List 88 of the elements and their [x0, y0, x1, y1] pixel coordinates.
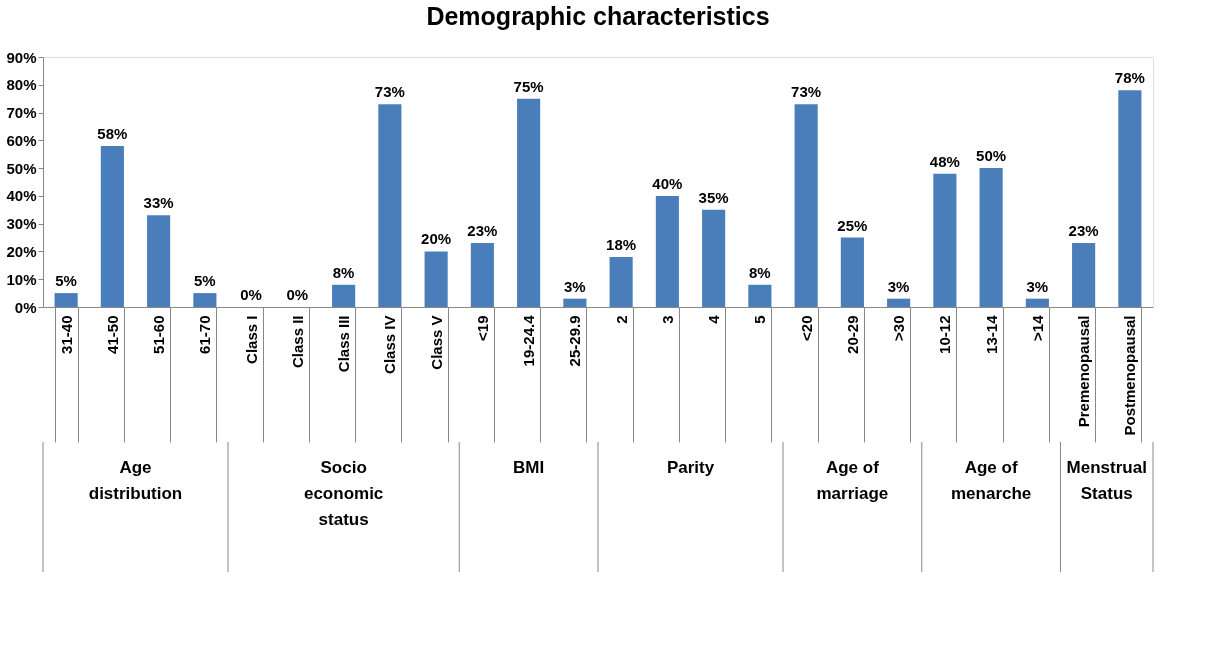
- x-tick-label: Premenopausal: [1075, 315, 1093, 428]
- y-tick-label: 60%: [6, 131, 37, 149]
- data-label: 73%: [374, 83, 405, 101]
- data-label: 5%: [55, 272, 77, 290]
- x-tick-label: 10-12: [936, 315, 954, 354]
- x-tick-label: 13-14: [982, 314, 1000, 354]
- bar: [563, 298, 587, 307]
- bar: [378, 104, 402, 307]
- x-tick-label: Class IV: [381, 315, 399, 374]
- data-label: 3%: [564, 277, 586, 295]
- y-tick-label: 30%: [6, 215, 37, 233]
- bar: [1072, 243, 1096, 307]
- x-tick-label: 61-70: [196, 315, 214, 354]
- x-tick-label: >30: [890, 315, 908, 341]
- data-label: 23%: [1068, 222, 1099, 240]
- bar: [794, 104, 818, 307]
- x-tick-label: 4: [705, 314, 723, 324]
- data-label: 3%: [1026, 277, 1049, 295]
- x-tick-label: Class III: [335, 315, 353, 373]
- y-tick-label: 0%: [14, 298, 37, 316]
- x-tick-label: 19-24.4: [520, 314, 538, 367]
- data-label: 23%: [467, 222, 498, 240]
- text: Parity: [666, 458, 715, 477]
- x-tick-label: 25-29.9: [566, 315, 584, 367]
- bar: [470, 243, 494, 307]
- text: Age distribution: [88, 458, 183, 503]
- data-label: 58%: [97, 124, 128, 142]
- data-label: 25%: [837, 216, 868, 234]
- bar: [887, 298, 911, 307]
- x-tick-label: Class I: [242, 315, 260, 364]
- bar: [332, 284, 356, 307]
- data-label: 20%: [421, 230, 452, 248]
- y-tick-label: 90%: [6, 48, 37, 66]
- data-label: 8%: [332, 263, 355, 281]
- bar: [54, 293, 78, 307]
- data-label: 73%: [791, 83, 822, 101]
- y-tick-label: 50%: [6, 159, 37, 177]
- text: Age of marriage: [816, 458, 889, 503]
- bar: [748, 284, 772, 307]
- data-label: 18%: [606, 236, 637, 253]
- x-tick-label: Postmenopausal: [1121, 315, 1139, 436]
- y-tick-label: 70%: [6, 104, 37, 122]
- x-tick-label: >14: [1028, 314, 1046, 341]
- y-tick-label: 20%: [6, 242, 37, 260]
- data-label: 33%: [143, 194, 174, 212]
- text: BMI: [513, 458, 545, 477]
- bar: [424, 251, 448, 307]
- data-label: 35%: [698, 188, 729, 206]
- bar: [1118, 90, 1142, 307]
- data-label: 0%: [286, 286, 309, 303]
- x-tick-label: 41-50: [103, 315, 121, 354]
- bar: [1025, 298, 1049, 307]
- data-label: 5%: [194, 272, 216, 290]
- bar: [100, 145, 124, 307]
- bar: [147, 215, 171, 307]
- bar: [193, 293, 217, 307]
- chart-title: Demographic characteristics: [426, 2, 770, 30]
- bar: [979, 168, 1003, 307]
- data-label: 3%: [887, 277, 910, 295]
- data-label: 0%: [240, 286, 262, 303]
- bar: [840, 237, 864, 307]
- bar: [517, 98, 541, 307]
- x-tick-label: <20: [797, 315, 815, 341]
- x-tick-label: Class V: [427, 315, 445, 370]
- x-tick-label: Class II: [288, 315, 306, 369]
- text: Socio economic status: [303, 458, 384, 529]
- x-tick-label: 20-29: [843, 315, 861, 354]
- data-label: 48%: [929, 152, 960, 170]
- bar: [933, 173, 957, 307]
- data-label: 40%: [652, 174, 683, 192]
- y-tick-label: 10%: [6, 270, 37, 288]
- y-tick-label: 80%: [6, 76, 37, 94]
- x-tick-label: 3: [658, 315, 676, 324]
- bar: [655, 195, 679, 307]
- x-tick-label: <19: [473, 315, 491, 341]
- bar: [609, 257, 633, 307]
- data-label: 50%: [976, 147, 1007, 165]
- data-label: 8%: [749, 263, 771, 281]
- y-tick-label: 40%: [6, 187, 37, 205]
- x-tick-label: 5: [751, 315, 769, 324]
- data-label: 75%: [513, 77, 544, 95]
- data-label: 78%: [1114, 69, 1145, 87]
- x-tick-label: 31-40: [57, 315, 75, 354]
- bar: [702, 209, 726, 307]
- text: Menstrual Status: [1066, 458, 1147, 503]
- x-tick-label: 2: [612, 315, 630, 324]
- x-tick-label: 51-60: [150, 315, 168, 354]
- text: Age of menarche: [950, 458, 1032, 503]
